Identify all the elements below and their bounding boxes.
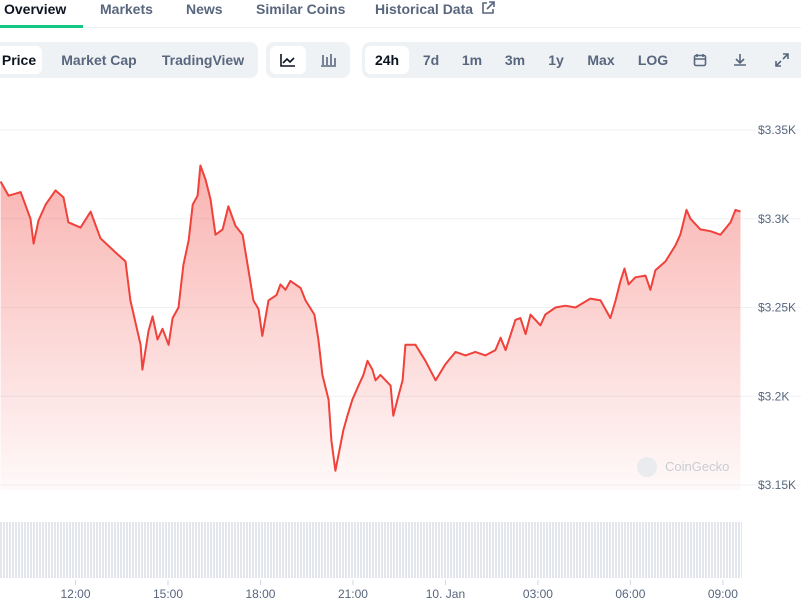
range-button[interactable]: 1m <box>461 52 483 68</box>
range-button[interactable]: 7d <box>422 52 440 68</box>
tab-divider <box>0 27 801 28</box>
x-tick-label: 12:00 <box>61 587 91 601</box>
price-line <box>0 164 741 472</box>
y-tick-label: $3.35K <box>758 123 796 137</box>
watermark-logo <box>637 457 657 477</box>
download-button[interactable] <box>726 46 754 74</box>
calendar-button[interactable] <box>686 46 714 74</box>
tab[interactable]: Historical Data <box>375 1 474 17</box>
range-button[interactable]: LOG <box>637 52 669 68</box>
range-button[interactable]: 3m <box>504 52 526 68</box>
tab[interactable]: Similar Coins <box>256 1 346 17</box>
x-tick-label: 06:00 <box>615 587 645 601</box>
x-tick-label: 10. Jan <box>426 587 465 601</box>
tab[interactable]: Overview <box>4 1 67 17</box>
tab[interactable]: Markets <box>100 1 153 17</box>
x-tick-label: 18:00 <box>245 587 275 601</box>
x-tick-label: 15:00 <box>153 587 183 601</box>
x-tick-label: 21:00 <box>338 587 368 601</box>
tab[interactable]: News <box>186 1 223 17</box>
chart-kind-button[interactable]: Market Cap <box>61 52 137 68</box>
x-tick-label: 09:00 <box>708 587 738 601</box>
volume-band <box>0 522 742 578</box>
x-tick-label: 03:00 <box>523 587 553 601</box>
y-tick-label: $3.25K <box>758 301 796 315</box>
y-tick-label: $3.2K <box>758 389 789 403</box>
candle-chart-button[interactable] <box>310 46 346 74</box>
range-button[interactable]: Max <box>587 52 615 68</box>
y-tick-label: $3.3K <box>758 212 789 226</box>
y-tick-label: $3.15K <box>758 478 796 492</box>
fullscreen-button[interactable] <box>768 46 796 74</box>
chart-kind-button[interactable]: TradingView <box>161 52 245 68</box>
button-group <box>0 42 258 78</box>
area-fill <box>0 165 741 490</box>
external-link-icon <box>482 1 495 14</box>
line-chart-button[interactable] <box>270 46 306 74</box>
range-button[interactable]: 24h <box>365 46 409 74</box>
tab-underline <box>0 25 83 28</box>
watermark: CoinGecko <box>665 459 729 474</box>
chart-kind-button[interactable]: Price <box>0 46 42 74</box>
button-group <box>362 42 801 78</box>
range-button[interactable]: 1y <box>548 52 564 68</box>
